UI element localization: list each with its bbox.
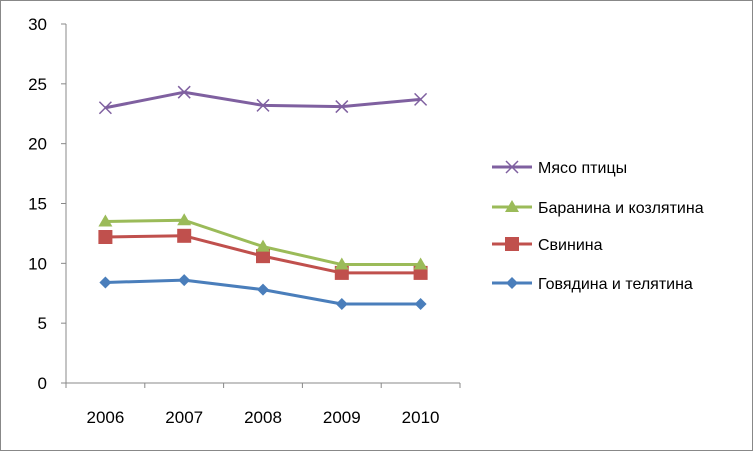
data-point	[414, 92, 428, 106]
y-tick-label: 0	[38, 374, 47, 393]
data-point	[178, 274, 191, 287]
data-point	[256, 239, 270, 252]
x-tick-label: 2007	[165, 408, 203, 427]
y-tick-label: 10	[28, 254, 47, 273]
data-point	[98, 214, 113, 227]
data-point	[98, 230, 113, 245]
data-point	[177, 228, 192, 243]
series-lines	[105, 90, 421, 306]
legend-marker	[505, 237, 519, 251]
data-point	[257, 283, 269, 296]
y-tick-label: 25	[28, 75, 47, 94]
y-tick-label: 5	[38, 314, 47, 333]
legend-marker	[505, 200, 519, 212]
legend: Мясо птицы Баранина и козлятина Свинина Гов…	[492, 160, 704, 293]
legend-marker	[506, 277, 518, 289]
legend-item: Баранина и козлятина	[492, 200, 704, 217]
x-tick-label: 2006	[86, 408, 124, 427]
data-point	[256, 249, 270, 264]
y-tick-labels: 0 5 10 15 20 25 30	[28, 15, 47, 393]
data-point	[414, 298, 427, 311]
y-tick-label: 30	[28, 15, 47, 34]
x-tick-labels: 2006 2007 2008 2009 2010	[86, 408, 439, 427]
axes	[61, 23, 461, 388]
data-point	[99, 276, 112, 289]
data-point	[335, 100, 349, 114]
x-tick-label: 2010	[402, 408, 440, 427]
data-point	[256, 98, 270, 112]
x-tick-label: 2008	[244, 408, 282, 427]
legend-label: Мясо птицы	[538, 160, 627, 177]
legend-item: Говядина и телятина	[492, 276, 693, 293]
legend-label: Баранина и козлятина	[538, 200, 704, 217]
x-tick-label: 2009	[323, 408, 361, 427]
series-markers	[98, 85, 428, 311]
data-point	[177, 85, 191, 99]
data-point	[177, 213, 192, 226]
legend-item: Мясо птицы	[492, 160, 627, 177]
data-point	[335, 298, 348, 311]
data-point	[98, 101, 112, 115]
data-point	[413, 257, 428, 270]
data-point	[334, 257, 349, 270]
y-tick-label: 15	[28, 195, 47, 214]
y-tick-label: 20	[28, 135, 47, 154]
legend-marker	[505, 160, 519, 174]
legend-label: Говядина и телятина	[538, 276, 693, 293]
legend-label: Свинина	[538, 237, 603, 254]
legend-item: Свинина	[492, 237, 603, 254]
